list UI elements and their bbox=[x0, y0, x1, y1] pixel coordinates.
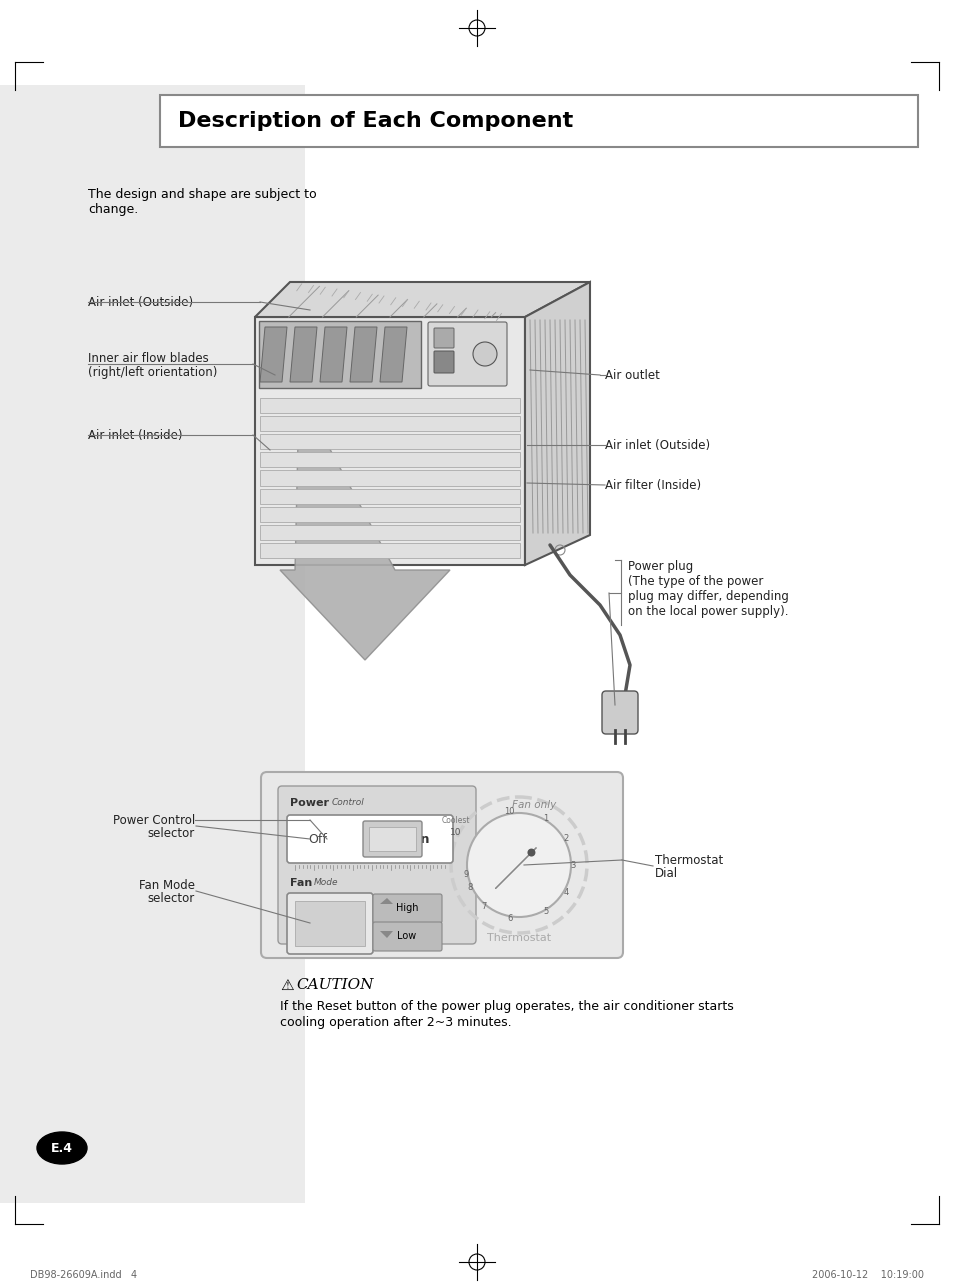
Text: Fan Mode: Fan Mode bbox=[139, 878, 194, 891]
Text: Thermostat: Thermostat bbox=[486, 933, 551, 943]
Text: cooling operation after 2~3 minutes.: cooling operation after 2~3 minutes. bbox=[280, 1016, 511, 1029]
Text: 10: 10 bbox=[504, 808, 515, 817]
FancyBboxPatch shape bbox=[373, 922, 441, 951]
Polygon shape bbox=[379, 898, 393, 904]
FancyBboxPatch shape bbox=[260, 524, 519, 540]
FancyBboxPatch shape bbox=[434, 328, 454, 348]
Text: Fan only: Fan only bbox=[512, 800, 556, 810]
Polygon shape bbox=[254, 282, 589, 317]
Text: 1: 1 bbox=[543, 814, 548, 823]
Polygon shape bbox=[280, 440, 450, 659]
Text: CAUTION: CAUTION bbox=[295, 978, 374, 992]
Text: selector: selector bbox=[148, 891, 194, 904]
Text: Control: Control bbox=[332, 799, 364, 808]
Text: plug may differ, depending: plug may differ, depending bbox=[627, 590, 788, 603]
Text: 6: 6 bbox=[506, 913, 512, 922]
Polygon shape bbox=[524, 282, 589, 565]
Text: Description of Each Component: Description of Each Component bbox=[178, 111, 573, 131]
FancyBboxPatch shape bbox=[261, 772, 622, 958]
Text: 7: 7 bbox=[481, 902, 486, 911]
Text: Inner air flow blades: Inner air flow blades bbox=[88, 352, 209, 365]
Text: (The type of the power: (The type of the power bbox=[627, 574, 762, 589]
Polygon shape bbox=[254, 317, 524, 565]
Text: High: High bbox=[395, 903, 417, 913]
Text: Power plug: Power plug bbox=[627, 560, 693, 573]
FancyBboxPatch shape bbox=[260, 416, 519, 431]
Text: The design and shape are subject to: The design and shape are subject to bbox=[88, 188, 316, 201]
Text: 9: 9 bbox=[463, 869, 468, 878]
Text: DB98-26609A.indd   4: DB98-26609A.indd 4 bbox=[30, 1270, 137, 1280]
Text: 5: 5 bbox=[543, 907, 548, 916]
Ellipse shape bbox=[37, 1132, 87, 1164]
Text: selector: selector bbox=[148, 827, 194, 840]
FancyBboxPatch shape bbox=[260, 542, 519, 558]
Text: Fan: Fan bbox=[290, 878, 312, 887]
Text: Power: Power bbox=[290, 799, 329, 808]
FancyBboxPatch shape bbox=[601, 690, 638, 734]
Text: On: On bbox=[410, 832, 429, 845]
FancyBboxPatch shape bbox=[373, 894, 441, 923]
Circle shape bbox=[527, 849, 535, 857]
FancyBboxPatch shape bbox=[294, 902, 365, 945]
Text: Power Control: Power Control bbox=[112, 814, 194, 827]
Text: Air filter (Inside): Air filter (Inside) bbox=[604, 479, 700, 492]
FancyBboxPatch shape bbox=[434, 352, 454, 374]
Text: change.: change. bbox=[88, 204, 138, 216]
FancyBboxPatch shape bbox=[369, 827, 416, 851]
Text: Air inlet (Inside): Air inlet (Inside) bbox=[88, 429, 182, 442]
Text: Air outlet: Air outlet bbox=[604, 368, 659, 381]
Text: Coolest: Coolest bbox=[441, 817, 470, 826]
Text: (right/left orientation): (right/left orientation) bbox=[88, 366, 217, 379]
Text: 2: 2 bbox=[562, 833, 568, 842]
Text: Air inlet (Outside): Air inlet (Outside) bbox=[88, 295, 193, 309]
Text: If the Reset button of the power plug operates, the air conditioner starts: If the Reset button of the power plug op… bbox=[280, 999, 733, 1012]
Polygon shape bbox=[379, 931, 393, 938]
Polygon shape bbox=[260, 327, 287, 383]
Text: E.4: E.4 bbox=[51, 1141, 73, 1154]
FancyBboxPatch shape bbox=[260, 470, 519, 486]
Text: Air inlet (Outside): Air inlet (Outside) bbox=[604, 438, 709, 452]
Bar bbox=[0, 85, 305, 1203]
Text: 3: 3 bbox=[570, 860, 575, 869]
FancyBboxPatch shape bbox=[260, 488, 519, 504]
FancyBboxPatch shape bbox=[428, 322, 506, 386]
Text: Mode: Mode bbox=[314, 878, 338, 887]
Text: 8: 8 bbox=[467, 884, 473, 893]
FancyBboxPatch shape bbox=[287, 893, 373, 954]
FancyBboxPatch shape bbox=[260, 398, 519, 413]
Text: 4: 4 bbox=[562, 887, 568, 896]
Polygon shape bbox=[319, 327, 347, 383]
Text: Low: Low bbox=[397, 931, 416, 942]
Text: Off: Off bbox=[308, 832, 327, 845]
Polygon shape bbox=[495, 848, 536, 889]
Text: on the local power supply).: on the local power supply). bbox=[627, 605, 788, 618]
FancyBboxPatch shape bbox=[258, 321, 420, 388]
Text: 10: 10 bbox=[450, 828, 461, 837]
Text: Dial: Dial bbox=[655, 867, 678, 880]
FancyBboxPatch shape bbox=[260, 452, 519, 468]
Circle shape bbox=[473, 343, 497, 366]
FancyBboxPatch shape bbox=[260, 434, 519, 450]
Text: 2006-10-12    10:19:00: 2006-10-12 10:19:00 bbox=[811, 1270, 923, 1280]
Polygon shape bbox=[350, 327, 376, 383]
FancyBboxPatch shape bbox=[287, 815, 453, 863]
Text: ⚠: ⚠ bbox=[280, 978, 294, 993]
Text: Thermostat: Thermostat bbox=[655, 854, 722, 867]
Polygon shape bbox=[290, 327, 316, 383]
FancyBboxPatch shape bbox=[260, 506, 519, 522]
FancyBboxPatch shape bbox=[277, 786, 476, 944]
FancyBboxPatch shape bbox=[160, 95, 917, 147]
FancyBboxPatch shape bbox=[363, 820, 421, 857]
Circle shape bbox=[467, 813, 571, 917]
Polygon shape bbox=[379, 327, 407, 383]
